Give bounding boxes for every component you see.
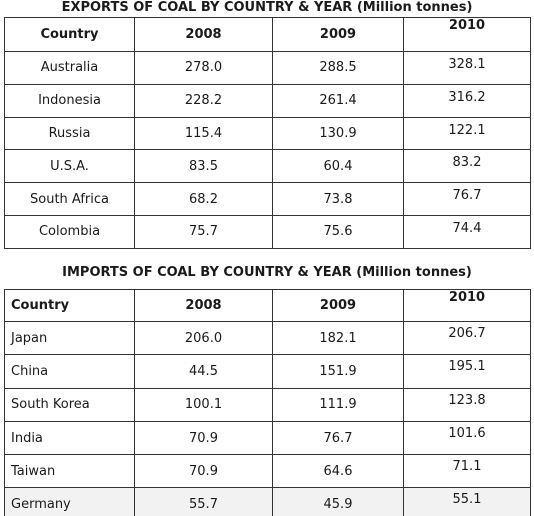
table-row: Germany 55.7 45.9 55.1 bbox=[4, 487, 531, 516]
column-header: 2010 bbox=[403, 289, 531, 322]
country-cell: Japan bbox=[4, 320, 135, 356]
country-cell: South Korea bbox=[4, 387, 135, 422]
column-header: Country bbox=[4, 17, 135, 52]
country-cell: India bbox=[4, 420, 135, 456]
country-cell: South Africa bbox=[4, 182, 135, 216]
country-cell: Australia bbox=[4, 51, 135, 85]
value-cell: 100.1 bbox=[134, 387, 273, 422]
value-cell: 261.4 bbox=[272, 83, 404, 118]
column-header: 2008 bbox=[134, 17, 273, 52]
table-row: Indonesia 228.2 261.4 316.2 bbox=[4, 83, 531, 118]
country-cell: Germany bbox=[4, 487, 135, 516]
table-row: India 70.9 76.7 101.6 bbox=[4, 420, 531, 456]
value-cell: 64.6 bbox=[272, 454, 404, 489]
country-cell: U.S.A. bbox=[4, 149, 135, 184]
value-cell: 76.7 bbox=[272, 420, 404, 456]
value-cell: 70.9 bbox=[134, 420, 273, 456]
value-cell: 111.9 bbox=[272, 387, 404, 422]
table-row: Japan 206.0 182.1 206.7 bbox=[4, 320, 531, 356]
table-row: Russia 115.4 130.9 122.1 bbox=[4, 116, 531, 151]
value-cell: 316.2 bbox=[403, 83, 531, 118]
table-row: Colombia 75.7 75.6 74.4 bbox=[4, 214, 531, 249]
table-row: Australia 278.0 288.5 328.1 bbox=[4, 51, 531, 85]
value-cell: 83.2 bbox=[403, 149, 531, 184]
imports-table-title: IMPORTS OF COAL BY COUNTRY & YEAR (Milli… bbox=[62, 265, 472, 280]
imports-table: Country 2008 2009 2010 Japan 206.0 182.1 20… bbox=[4, 289, 531, 516]
value-cell: 55.1 bbox=[403, 487, 531, 516]
value-cell: 122.1 bbox=[403, 116, 531, 151]
value-cell: 151.9 bbox=[272, 354, 404, 389]
table-row: South Korea 100.1 111.9 123.8 bbox=[4, 387, 531, 422]
table-row: U.S.A. 83.5 60.4 83.2 bbox=[4, 149, 531, 184]
exports-table: Country 2008 2009 2010 Australia 278.0 288… bbox=[4, 17, 531, 249]
value-cell: 71.1 bbox=[403, 454, 531, 489]
value-cell: 73.8 bbox=[272, 182, 404, 216]
value-cell: 228.2 bbox=[134, 83, 273, 118]
value-cell: 44.5 bbox=[134, 354, 273, 389]
value-cell: 83.5 bbox=[134, 149, 273, 184]
table-row: Taiwan 70.9 64.6 71.1 bbox=[4, 454, 531, 489]
value-cell: 68.2 bbox=[134, 182, 273, 216]
country-cell: Colombia bbox=[4, 214, 135, 249]
country-cell: Taiwan bbox=[4, 454, 135, 489]
column-header: 2010 bbox=[403, 17, 531, 52]
value-cell: 75.7 bbox=[134, 214, 273, 249]
column-header: 2009 bbox=[272, 17, 404, 52]
table-header-row: Country 2008 2009 2010 bbox=[4, 17, 531, 52]
column-header: 2008 bbox=[134, 289, 273, 322]
value-cell: 60.4 bbox=[272, 149, 404, 184]
value-cell: 75.6 bbox=[272, 214, 404, 249]
exports-table-title: EXPORTS OF COAL BY COUNTRY & YEAR (Milli… bbox=[61, 0, 473, 15]
value-cell: 206.0 bbox=[134, 320, 273, 356]
value-cell: 55.7 bbox=[134, 487, 273, 516]
value-cell: 130.9 bbox=[272, 116, 404, 151]
value-cell: 123.8 bbox=[403, 387, 531, 422]
value-cell: 288.5 bbox=[272, 51, 404, 85]
value-cell: 206.7 bbox=[403, 320, 531, 356]
country-cell: Indonesia bbox=[4, 83, 135, 118]
value-cell: 115.4 bbox=[134, 116, 273, 151]
value-cell: 195.1 bbox=[403, 354, 531, 389]
table-row: China 44.5 151.9 195.1 bbox=[4, 354, 531, 389]
country-cell: Russia bbox=[4, 116, 135, 151]
value-cell: 101.6 bbox=[403, 420, 531, 456]
value-cell: 45.9 bbox=[272, 487, 404, 516]
table-row: South Africa 68.2 73.8 76.7 bbox=[4, 182, 531, 216]
value-cell: 76.7 bbox=[403, 182, 531, 216]
value-cell: 328.1 bbox=[403, 51, 531, 85]
value-cell: 182.1 bbox=[272, 320, 404, 356]
table-header-row: Country 2008 2009 2010 bbox=[4, 289, 531, 322]
value-cell: 74.4 bbox=[403, 214, 531, 249]
country-cell: China bbox=[4, 354, 135, 389]
column-header: Country bbox=[4, 289, 135, 322]
value-cell: 278.0 bbox=[134, 51, 273, 85]
column-header: 2009 bbox=[272, 289, 404, 322]
value-cell: 70.9 bbox=[134, 454, 273, 489]
